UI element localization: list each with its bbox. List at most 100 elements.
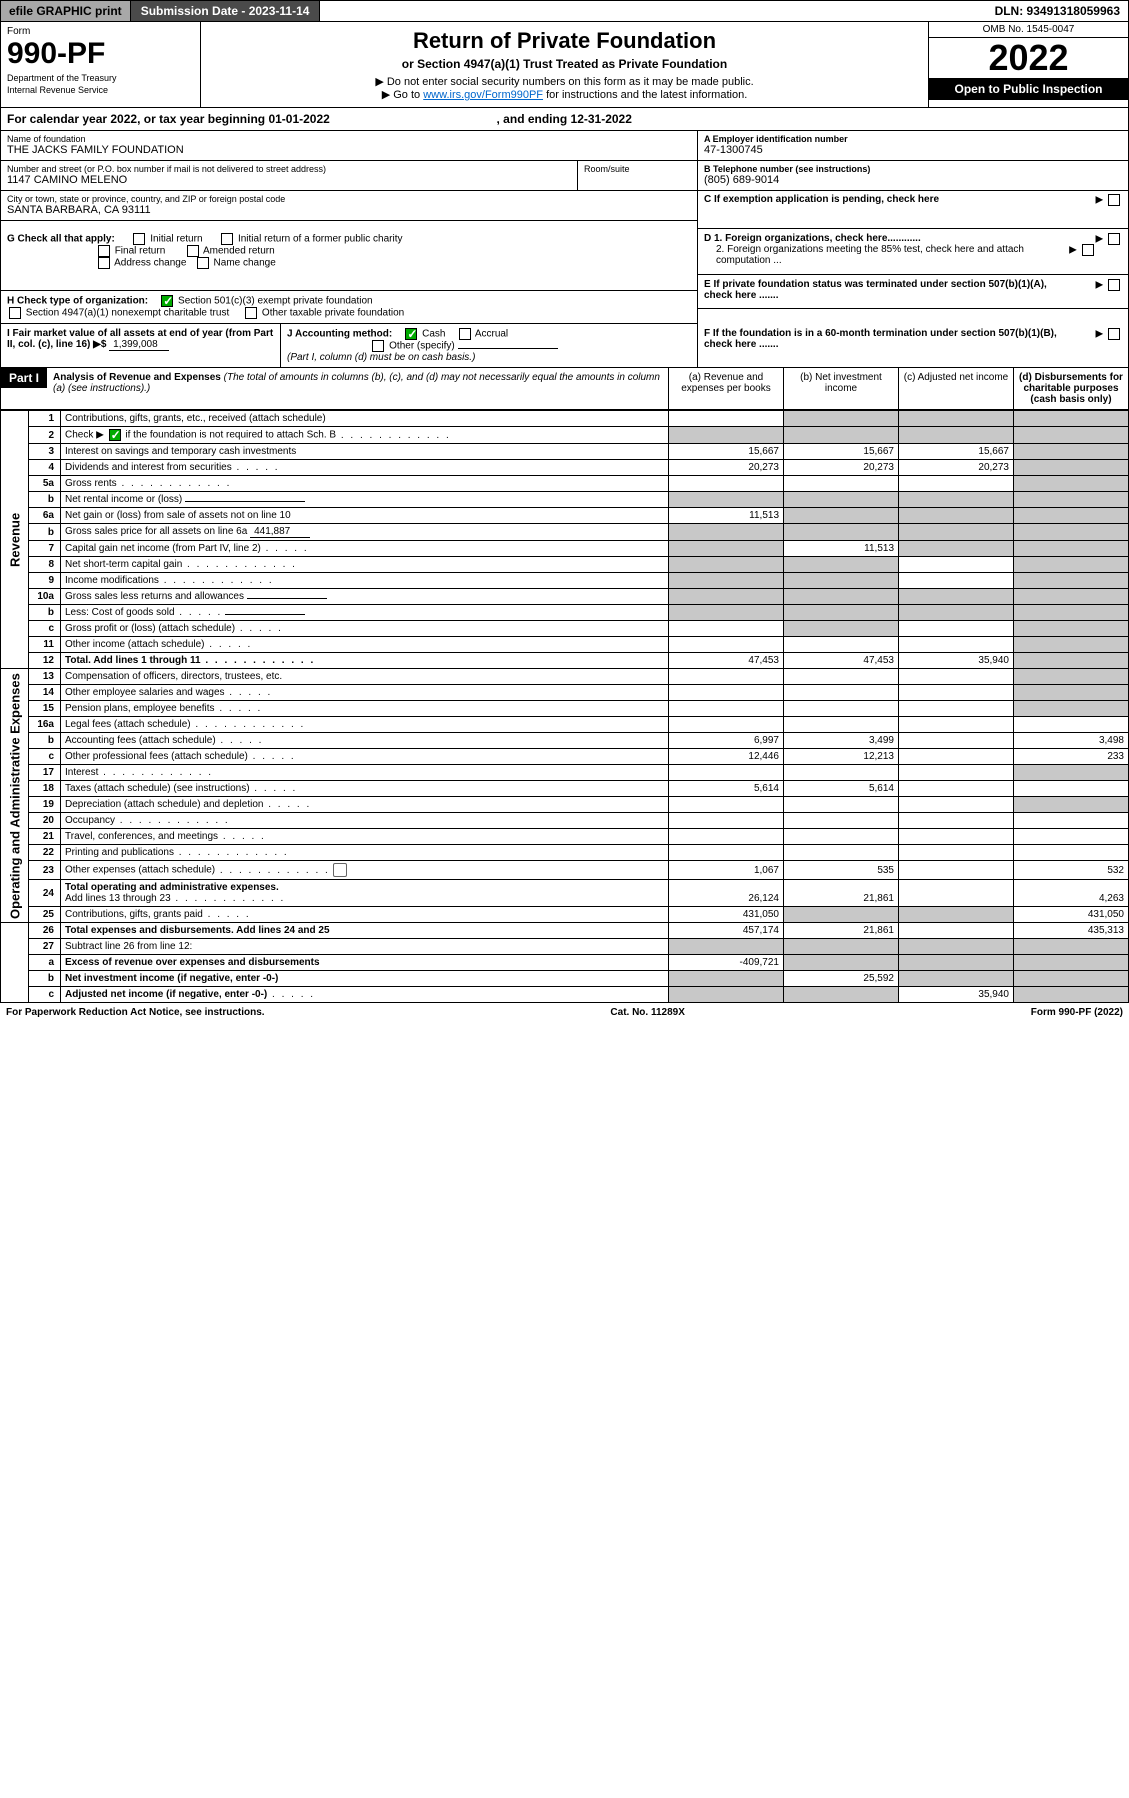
r19-desc: Depreciation (attach schedule) and deple… xyxy=(65,799,263,810)
table-row: 17 Interest xyxy=(1,765,1129,781)
r21-desc: Travel, conferences, and meetings xyxy=(65,831,218,842)
e-checkbox[interactable] xyxy=(1108,279,1120,291)
part1-title: Analysis of Revenue and Expenses xyxy=(53,372,221,383)
c-label: C If exemption application is pending, c… xyxy=(704,194,939,205)
j-accrual-label: Accrual xyxy=(475,329,508,340)
form-header: Form 990-PF Department of the Treasury I… xyxy=(0,22,1129,108)
j-note: (Part I, column (d) must be on cash basi… xyxy=(287,352,475,363)
cell-b: 535 xyxy=(784,861,899,880)
g-name-checkbox[interactable] xyxy=(197,257,209,269)
cell-b: 15,667 xyxy=(784,444,899,460)
row-num: 26 xyxy=(29,923,61,939)
d1-checkbox[interactable] xyxy=(1108,233,1120,245)
submission-date: Submission Date - 2023-11-14 xyxy=(131,1,321,21)
foundation-name: THE JACKS FAMILY FOUNDATION xyxy=(7,144,691,156)
i-cell: I Fair market value of all assets at end… xyxy=(1,324,281,368)
g-initial-checkbox[interactable] xyxy=(133,233,145,245)
row-num: b xyxy=(29,605,61,621)
h-other-checkbox[interactable] xyxy=(245,307,257,319)
row-desc: Gross sales less returns and allowances xyxy=(61,589,669,605)
g-addr-checkbox[interactable] xyxy=(98,257,110,269)
g-final-checkbox[interactable] xyxy=(98,245,110,257)
table-row: 10a Gross sales less returns and allowan… xyxy=(1,589,1129,605)
table-row: 14 Other employee salaries and wages xyxy=(1,685,1129,701)
row-desc: Interest on savings and temporary cash i… xyxy=(61,444,669,460)
part1-table: Revenue 1 Contributions, gifts, grants, … xyxy=(0,410,1129,1003)
j-other-input[interactable] xyxy=(458,348,558,349)
ein: 47-1300745 xyxy=(704,144,1122,156)
attachment-icon[interactable] xyxy=(333,863,347,877)
row-desc: Travel, conferences, and meetings xyxy=(61,829,669,845)
row-desc: Adjusted net income (if negative, enter … xyxy=(61,987,669,1003)
row-desc: Net investment income (if negative, ente… xyxy=(61,971,669,987)
cell-c: 35,940 xyxy=(899,987,1014,1003)
row-num: 22 xyxy=(29,845,61,861)
row-num: 16a xyxy=(29,717,61,733)
cell-d: 435,313 xyxy=(1014,923,1129,939)
r10a-desc: Gross sales less returns and allowances xyxy=(65,591,244,602)
j-cash-checkbox[interactable] xyxy=(405,328,417,340)
row-desc: Accounting fees (attach schedule) xyxy=(61,733,669,749)
table-row: b Less: Cost of goods sold xyxy=(1,605,1129,621)
schb-checkbox[interactable] xyxy=(109,429,121,441)
f-checkbox[interactable] xyxy=(1108,328,1120,340)
row-desc: Pension plans, employee benefits xyxy=(61,701,669,717)
cell-a: 6,997 xyxy=(669,733,784,749)
f-label: F If the foundation is in a 60-month ter… xyxy=(704,328,1064,350)
r5b-desc: Net rental income or (loss) xyxy=(65,494,182,505)
row-num: c xyxy=(29,749,61,765)
row-desc: Check ▶ if the foundation is not require… xyxy=(61,427,669,444)
row-desc: Total operating and administrative expen… xyxy=(61,880,669,907)
g-addr-label: Address change xyxy=(114,258,186,269)
row-desc: Net short-term capital gain xyxy=(61,557,669,573)
table-row: Revenue 1 Contributions, gifts, grants, … xyxy=(1,411,1129,427)
row-desc: Depreciation (attach schedule) and deple… xyxy=(61,797,669,813)
efile-print-button[interactable]: efile GRAPHIC print xyxy=(1,1,131,21)
j-accrual-checkbox[interactable] xyxy=(459,328,471,340)
r10b-input[interactable] xyxy=(225,614,305,615)
cell-c: 15,667 xyxy=(899,444,1014,460)
address-cell: Number and street (or P.O. box number if… xyxy=(1,161,577,191)
table-row: 25 Contributions, gifts, grants paid 431… xyxy=(1,907,1129,923)
row-num: 24 xyxy=(29,880,61,907)
g-label: G Check all that apply: xyxy=(7,234,115,245)
row-desc: Contributions, gifts, grants paid xyxy=(61,907,669,923)
g-initial-former-checkbox[interactable] xyxy=(221,233,233,245)
table-row: b Accounting fees (attach schedule) 6,99… xyxy=(1,733,1129,749)
row-num: 20 xyxy=(29,813,61,829)
cell-a: 26,124 xyxy=(669,880,784,907)
h-501-checkbox[interactable] xyxy=(161,295,173,307)
row-num: 1 xyxy=(29,411,61,427)
cell-b: 21,861 xyxy=(784,880,899,907)
r27b-desc: Net investment income (if negative, ente… xyxy=(65,973,278,984)
table-row: 12 Total. Add lines 1 through 11 47,453 … xyxy=(1,653,1129,669)
h-4947-checkbox[interactable] xyxy=(9,307,21,319)
table-row: 2 Check ▶ if the foundation is not requi… xyxy=(1,427,1129,444)
form990pf-link[interactable]: www.irs.gov/Form990PF xyxy=(423,89,543,101)
c-checkbox[interactable] xyxy=(1108,194,1120,206)
g-amended-checkbox[interactable] xyxy=(187,245,199,257)
d2-checkbox[interactable] xyxy=(1082,244,1094,256)
j-cash-label: Cash xyxy=(422,329,445,340)
r10a-input[interactable] xyxy=(247,598,327,599)
row-num: 13 xyxy=(29,669,61,685)
cell-a: 431,050 xyxy=(669,907,784,923)
j-other-checkbox[interactable] xyxy=(372,340,384,352)
cell-a: 20,273 xyxy=(669,460,784,476)
row-desc: Occupancy xyxy=(61,813,669,829)
row-desc: Gross rents xyxy=(61,476,669,492)
row-desc: Gross sales price for all assets on line… xyxy=(61,524,669,541)
r5b-input[interactable] xyxy=(185,501,305,502)
d1-label: D 1. Foreign organizations, check here..… xyxy=(704,233,921,244)
g-row: G Check all that apply: Initial return I… xyxy=(1,229,697,291)
r10c-desc: Gross profit or (loss) (attach schedule) xyxy=(65,623,235,634)
table-row: 11 Other income (attach schedule) xyxy=(1,637,1129,653)
form-id-block: Form 990-PF Department of the Treasury I… xyxy=(1,22,201,107)
h-row: H Check type of organization: Section 50… xyxy=(1,291,697,324)
expenses-side-label: Operating and Administrative Expenses xyxy=(1,669,29,923)
row-desc: Other income (attach schedule) xyxy=(61,637,669,653)
cell-b: 12,213 xyxy=(784,749,899,765)
cell-a: 5,614 xyxy=(669,781,784,797)
row-desc: Total. Add lines 1 through 11 xyxy=(61,653,669,669)
g-final-label: Final return xyxy=(115,246,166,257)
